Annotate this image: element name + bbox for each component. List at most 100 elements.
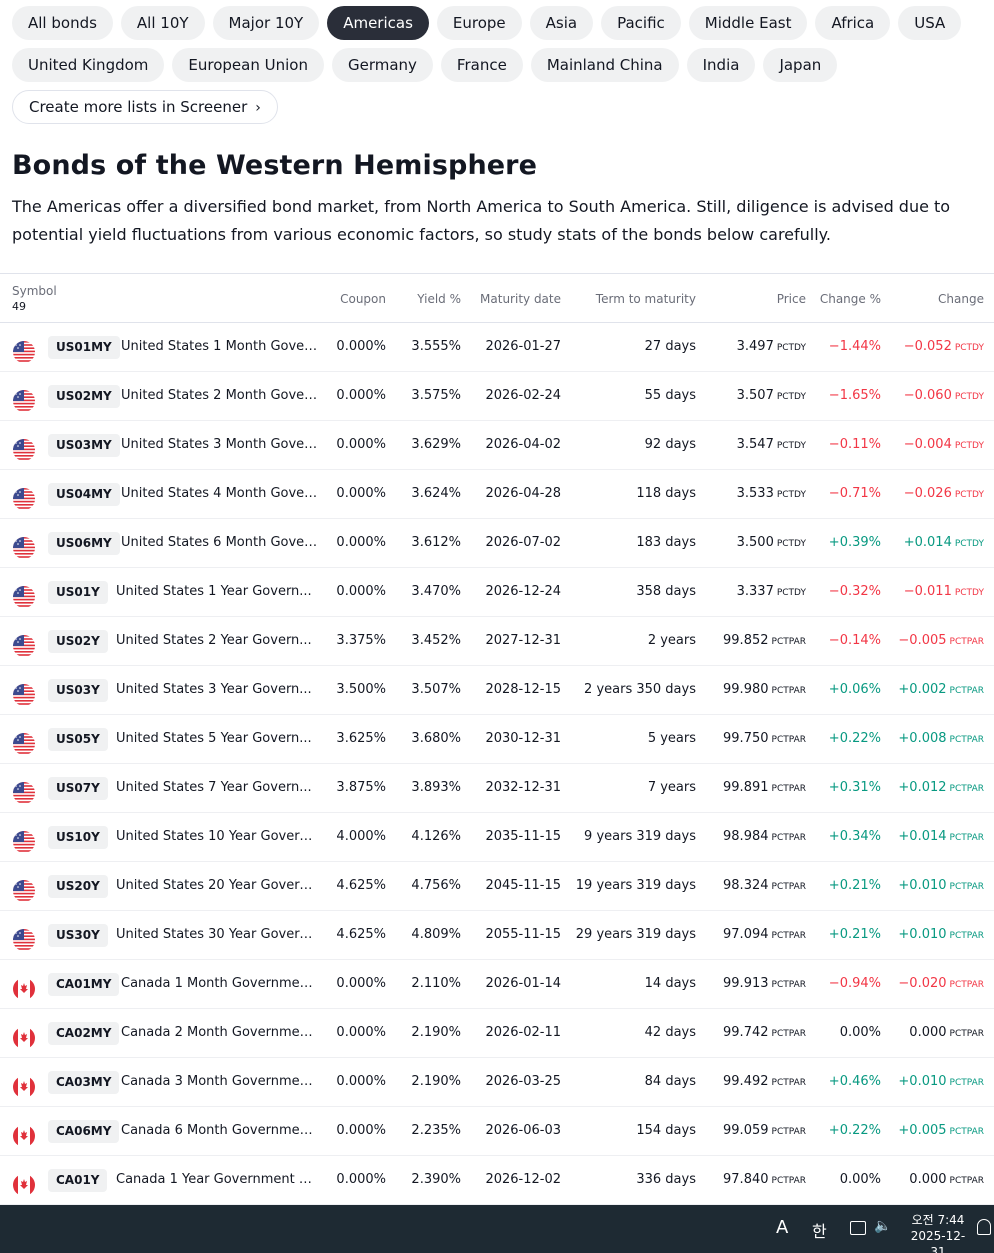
table-row[interactable]: US20Y United States 20 Year Govern... 4.… [0, 862, 994, 911]
table-row[interactable]: US30Y United States 30 Year Govern... 4.… [0, 911, 994, 960]
bond-name[interactable]: United States 30 Year Govern... [116, 927, 314, 942]
price-unit: PCTPAR [771, 784, 806, 794]
table-row[interactable]: CA02MY Canada 2 Month Governmen... 0.000… [0, 1009, 994, 1058]
filter-chip-united-kingdom[interactable]: United Kingdom [12, 48, 165, 82]
bond-name[interactable]: United States 4 Month Gover... [121, 486, 319, 501]
ticker-badge[interactable]: US05Y [48, 728, 108, 751]
table-row[interactable]: US02Y United States 2 Year Govern... 3.3… [0, 617, 994, 666]
bond-name[interactable]: United States 5 Year Govern... [116, 731, 312, 746]
ticker-badge[interactable]: US01Y [48, 581, 108, 604]
bond-name[interactable]: Canada 2 Month Governmen... [121, 1025, 319, 1040]
filter-chip-germany[interactable]: Germany [331, 48, 433, 82]
price-value: 99.980 [723, 682, 769, 697]
bond-name[interactable]: Canada 3 Month Governmen... [121, 1074, 319, 1089]
header-yield[interactable]: Yield % [417, 292, 461, 306]
filter-chip-africa[interactable]: Africa [815, 6, 891, 40]
table-row[interactable]: US10Y United States 10 Year Govern... 4.… [0, 813, 994, 862]
table-row[interactable]: CA01MY Canada 1 Month Governmen... 0.000… [0, 960, 994, 1009]
table-row[interactable]: US03MY United States 3 Month Gover... 0.… [0, 421, 994, 470]
filter-chip-asia[interactable]: Asia [529, 6, 594, 40]
volume-icon[interactable]: 🔈 [874, 1218, 892, 1234]
bond-name[interactable]: United States 2 Year Govern... [116, 633, 312, 648]
header-coupon[interactable]: Coupon [340, 292, 386, 306]
filter-chip-france[interactable]: France [440, 48, 523, 82]
header-symbol[interactable]: Symbol [12, 284, 57, 298]
table-row[interactable]: US05Y United States 5 Year Govern... 3.6… [0, 715, 994, 764]
table-row[interactable]: CA03MY Canada 3 Month Governmen... 0.000… [0, 1058, 994, 1107]
table-row[interactable]: US02MY United States 2 Month Gover... 0.… [0, 372, 994, 421]
bond-name[interactable]: United States 1 Month Gover... [121, 339, 319, 354]
table-row[interactable]: CA01Y Canada 1 Year Government B... 0.00… [0, 1156, 994, 1205]
change-unit: PCTDY [954, 441, 984, 451]
bond-name[interactable]: United States 3 Month Gover... [121, 437, 319, 452]
ticker-badge[interactable]: US03Y [48, 679, 108, 702]
bond-name[interactable]: United States 10 Year Govern... [116, 829, 314, 844]
bonds-table: Symbol 49 Coupon Yield % Maturity date T… [0, 273, 994, 1205]
ticker-badge[interactable]: US02MY [48, 385, 120, 408]
term-to-maturity-value: 2 years 350 days [584, 682, 696, 697]
system-clock[interactable]: 오전 7:44 2025-12-31 [906, 1212, 970, 1253]
header-price[interactable]: Price [776, 292, 806, 306]
notification-icon[interactable] [977, 1219, 991, 1235]
filter-chip-mainland-china[interactable]: Mainland China [530, 48, 679, 82]
bond-name[interactable]: United States 1 Year Govern... [116, 584, 312, 599]
ticker-badge[interactable]: US02Y [48, 630, 108, 653]
price-value: 3.497 [736, 339, 774, 354]
filter-chip-all-bonds[interactable]: All bonds [12, 6, 113, 40]
ticker-badge[interactable]: US03MY [48, 434, 120, 457]
ticker-badge[interactable]: CA03MY [48, 1071, 120, 1094]
ime-mode-indicator[interactable]: A [776, 1217, 789, 1238]
filter-chip-european-union[interactable]: European Union [172, 48, 324, 82]
filter-chip-usa[interactable]: USA [898, 6, 962, 40]
bond-name[interactable]: Canada 1 Year Government B... [116, 1172, 314, 1187]
price-cell: 99.980 PCTPAR [723, 666, 806, 714]
screener-link-button[interactable]: Create more lists in Screener › [12, 90, 278, 124]
page-description: The Americas offer a diversified bond ma… [12, 197, 951, 244]
filter-chip-india[interactable]: India [686, 48, 756, 82]
price-unit: PCTPAR [771, 882, 806, 892]
table-row[interactable]: US01MY United States 1 Month Gover... 0.… [0, 323, 994, 372]
ticker-badge[interactable]: CA01MY [48, 973, 120, 996]
us-flag-icon [12, 924, 36, 951]
bond-name[interactable]: Canada 1 Month Governmen... [121, 976, 319, 991]
ticker-badge[interactable]: US04MY [48, 483, 120, 506]
header-change[interactable]: Change [938, 292, 984, 306]
network-icon[interactable] [850, 1221, 866, 1235]
ticker-badge[interactable]: CA02MY [48, 1022, 120, 1045]
filter-chip-all-10y[interactable]: All 10Y [120, 6, 205, 40]
header-maturity-date[interactable]: Maturity date [480, 292, 561, 306]
filter-chip-americas[interactable]: Americas [327, 6, 429, 40]
table-row[interactable]: US03Y United States 3 Year Govern... 3.5… [0, 666, 994, 715]
table-row[interactable]: US06MY United States 6 Month Gover... 0.… [0, 519, 994, 568]
ime-language-indicator[interactable]: 한 [812, 1222, 827, 1241]
change-cell: +0.014 PCTDY [904, 519, 984, 567]
filter-chip-pacific[interactable]: Pacific [601, 6, 681, 40]
coupon-value: 3.875% [336, 780, 386, 795]
filter-chip-middle-east[interactable]: Middle East [688, 6, 808, 40]
table-row[interactable]: US01Y United States 1 Year Govern... 0.0… [0, 568, 994, 617]
ticker-badge[interactable]: US06MY [48, 532, 120, 555]
header-term-to-maturity[interactable]: Term to maturity [595, 292, 696, 306]
price-value: 99.891 [723, 780, 769, 795]
table-row[interactable]: US04MY United States 4 Month Gover... 0.… [0, 470, 994, 519]
bond-name[interactable]: United States 6 Month Gover... [121, 535, 319, 550]
header-change-percent[interactable]: Change % [819, 292, 881, 306]
table-row[interactable]: CA06MY Canada 6 Month Governmen... 0.000… [0, 1107, 994, 1156]
bond-name[interactable]: United States 20 Year Govern... [116, 878, 314, 893]
bond-name[interactable]: Canada 6 Month Governmen... [121, 1123, 319, 1138]
bond-name[interactable]: United States 2 Month Gover... [121, 388, 319, 403]
bond-name[interactable]: United States 3 Year Govern... [116, 682, 312, 697]
ticker-badge[interactable]: US07Y [48, 777, 108, 800]
filter-chip-japan[interactable]: Japan [763, 48, 838, 82]
ticker-badge[interactable]: US20Y [48, 875, 108, 898]
change-percent-value: +0.06% [828, 682, 881, 697]
ticker-badge[interactable]: CA01Y [48, 1169, 108, 1192]
ticker-badge[interactable]: CA06MY [48, 1120, 120, 1143]
filter-chip-major-10y[interactable]: Major 10Y [212, 6, 320, 40]
bond-name[interactable]: United States 7 Year Govern... [116, 780, 312, 795]
ticker-badge[interactable]: US10Y [48, 826, 108, 849]
filter-chip-europe[interactable]: Europe [436, 6, 522, 40]
table-row[interactable]: US07Y United States 7 Year Govern... 3.8… [0, 764, 994, 813]
ticker-badge[interactable]: US30Y [48, 924, 108, 947]
ticker-badge[interactable]: US01MY [48, 336, 120, 359]
